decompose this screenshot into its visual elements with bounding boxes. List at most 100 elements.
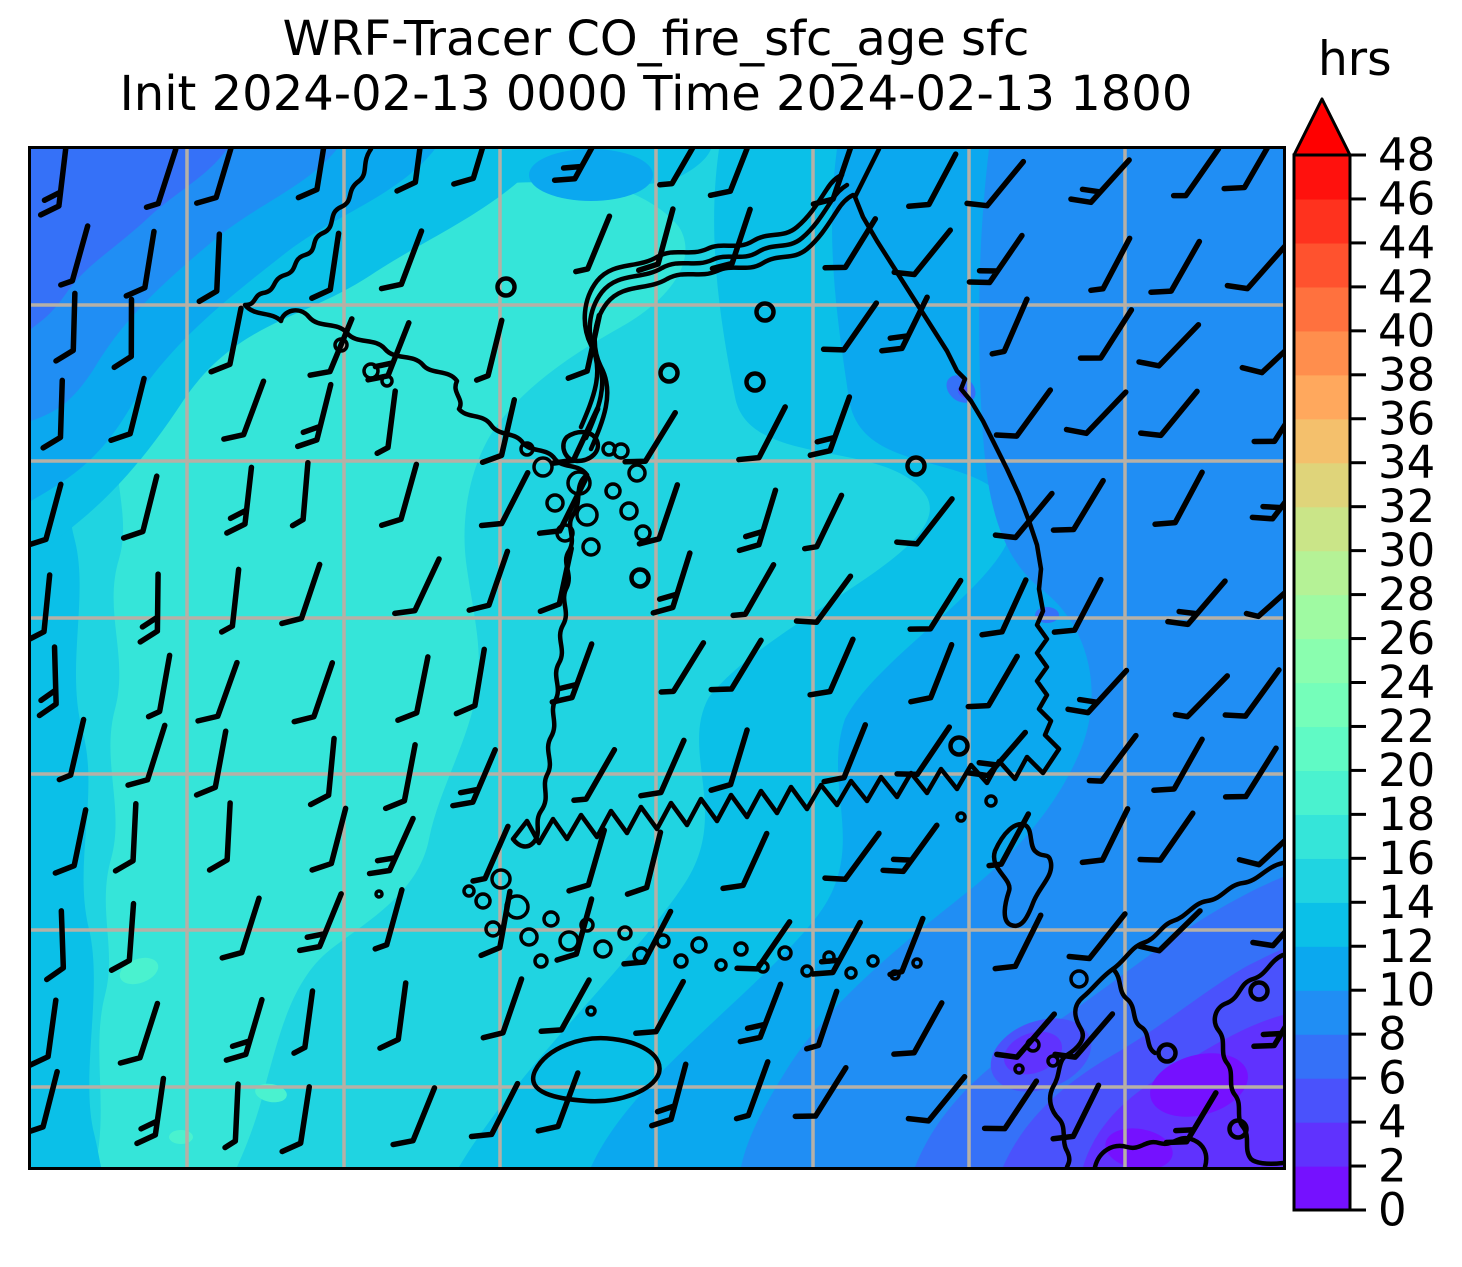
wind-barb	[478, 888, 513, 959]
wind-barb	[37, 149, 69, 218]
colorbar-tick-label: 28	[1378, 568, 1435, 621]
contour-band-0-2	[1105, 1128, 1173, 1167]
wind-barb	[307, 316, 355, 378]
colorbar-tick-label: 48	[1378, 129, 1435, 182]
small-island	[634, 524, 652, 542]
wind-barb	[538, 977, 592, 1035]
colorbar-tick-label: 20	[1378, 744, 1435, 797]
wind-barb	[1152, 469, 1205, 528]
colorbar: 0246810121416182022242628303234363840424…	[1292, 97, 1435, 1237]
wind-barb	[143, 149, 179, 210]
wind-barb	[193, 728, 229, 798]
wind-barb	[1086, 732, 1139, 784]
wind-barb	[964, 158, 1027, 209]
small-island	[617, 925, 633, 941]
wind-barb	[1172, 673, 1231, 720]
small-island	[714, 958, 728, 972]
wind-barb	[622, 409, 678, 465]
wind-barb	[1251, 993, 1283, 1050]
wind-barb	[453, 646, 487, 717]
calm-wind-circle	[658, 362, 680, 384]
calm-wind-circle	[629, 567, 651, 589]
wind-barb	[734, 919, 793, 972]
wind-barb	[565, 312, 603, 381]
wind-barb	[123, 228, 157, 299]
wind-barb	[1137, 388, 1200, 439]
wind-barb	[296, 891, 344, 954]
coastline	[1110, 966, 1158, 1056]
contour-band-8-10	[741, 149, 1283, 1167]
small-island	[581, 537, 601, 557]
colorbar-tick-label: 8	[1378, 1008, 1407, 1061]
wind-barb	[112, 801, 139, 874]
wind-barb	[1163, 1090, 1219, 1146]
wind-barb	[638, 737, 687, 799]
wind-barb	[195, 659, 240, 724]
wind-barb	[793, 573, 854, 625]
wind-barb	[549, 641, 595, 705]
wind-barb	[822, 830, 882, 883]
contour-map	[31, 149, 1283, 1167]
contour-band-18-20	[169, 1130, 193, 1144]
wind-barb	[621, 908, 674, 967]
wind-barb	[658, 640, 707, 695]
colorbar-segment-34-36	[1294, 418, 1350, 464]
small-island	[911, 957, 923, 969]
colorbar-tick-label: 12	[1378, 920, 1435, 973]
wind-barb	[31, 572, 53, 644]
small-island	[484, 920, 502, 938]
colorbar-tick-label: 4	[1378, 1096, 1407, 1149]
small-island	[532, 456, 554, 478]
calm-wind-circle	[1248, 980, 1270, 1002]
colorbar-tick-label: 32	[1378, 480, 1435, 533]
small-island	[984, 794, 998, 808]
colorbar-segment-26-28	[1294, 594, 1350, 640]
wind-barb	[1065, 667, 1130, 716]
colorbar-segment-22-24	[1294, 682, 1350, 728]
wind-barb	[887, 915, 926, 978]
small-island	[627, 463, 647, 483]
colorbar-tick-label: 44	[1378, 216, 1435, 269]
wind-barb	[378, 228, 425, 292]
wind-barb	[145, 652, 173, 720]
wind-barb	[134, 1075, 167, 1147]
contour-band-6-8	[31, 149, 227, 329]
wind-barb	[108, 375, 147, 444]
wind-barb	[125, 722, 168, 788]
wind-barb	[1221, 149, 1276, 192]
colorbar-segment-42-44	[1294, 242, 1350, 288]
wind-barb	[736, 487, 779, 554]
wind-barb	[120, 473, 160, 541]
small-island	[800, 964, 814, 978]
wind-barb	[394, 149, 426, 194]
colorbar-segment-30-32	[1294, 506, 1350, 552]
wind-barb	[291, 660, 336, 725]
wind-barb	[223, 996, 265, 1063]
wind-barb	[206, 800, 233, 873]
colorbar-tick-label: 16	[1378, 832, 1435, 885]
wind-barb	[551, 149, 606, 183]
colorbar-tick-label: 18	[1378, 788, 1435, 841]
wind-barb	[894, 724, 953, 778]
colorbar-segment-20-22	[1294, 726, 1350, 772]
contour-band-0-2	[1150, 1053, 1248, 1117]
wind-barb	[650, 550, 693, 616]
wind-barb	[1052, 1011, 1116, 1060]
colorbar-segment-32-34	[1294, 462, 1350, 508]
colorbar-segment-12-14	[1294, 902, 1350, 947]
small-island	[777, 945, 793, 961]
wind-barb	[1251, 390, 1283, 445]
colorbar-tick-label: 22	[1378, 700, 1435, 753]
wind-barb	[966, 232, 1025, 286]
wind-barb	[279, 561, 323, 627]
small-island	[575, 503, 599, 527]
colorbar-tick-label: 14	[1378, 876, 1435, 929]
wind-barb	[624, 829, 664, 897]
small-island	[1013, 1063, 1025, 1075]
wind-barb	[58, 223, 91, 288]
colorbar-segment-38-40	[1294, 330, 1350, 376]
small-island	[533, 953, 549, 969]
colorbar-tick-label: 2	[1378, 1140, 1407, 1193]
colorbar-segment-36-38	[1294, 374, 1350, 420]
wind-barb	[1066, 911, 1128, 962]
